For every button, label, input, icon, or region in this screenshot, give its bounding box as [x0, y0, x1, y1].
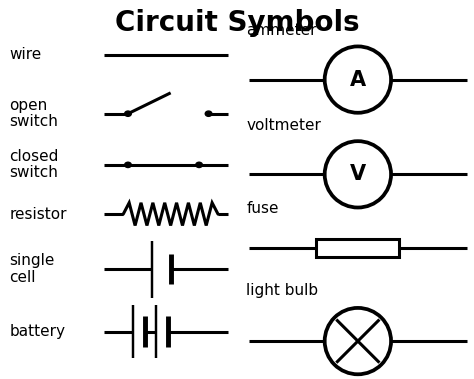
Text: closed
switch: closed switch	[9, 149, 59, 180]
Bar	[316, 239, 399, 257]
Text: voltmeter: voltmeter	[246, 117, 321, 133]
Circle shape	[125, 111, 131, 116]
Circle shape	[205, 111, 212, 116]
Circle shape	[196, 162, 202, 168]
Text: single
cell: single cell	[9, 254, 55, 285]
Text: open
switch: open switch	[9, 98, 58, 129]
Text: battery: battery	[9, 324, 65, 339]
Text: A: A	[350, 70, 366, 89]
Text: V: V	[350, 164, 366, 184]
Text: light bulb: light bulb	[246, 282, 319, 298]
Text: fuse: fuse	[246, 201, 279, 216]
Text: ammeter: ammeter	[246, 23, 317, 38]
Text: wire: wire	[9, 47, 42, 63]
Text: Circuit Symbols: Circuit Symbols	[115, 9, 359, 38]
Circle shape	[125, 162, 131, 168]
Text: resistor: resistor	[9, 207, 67, 222]
